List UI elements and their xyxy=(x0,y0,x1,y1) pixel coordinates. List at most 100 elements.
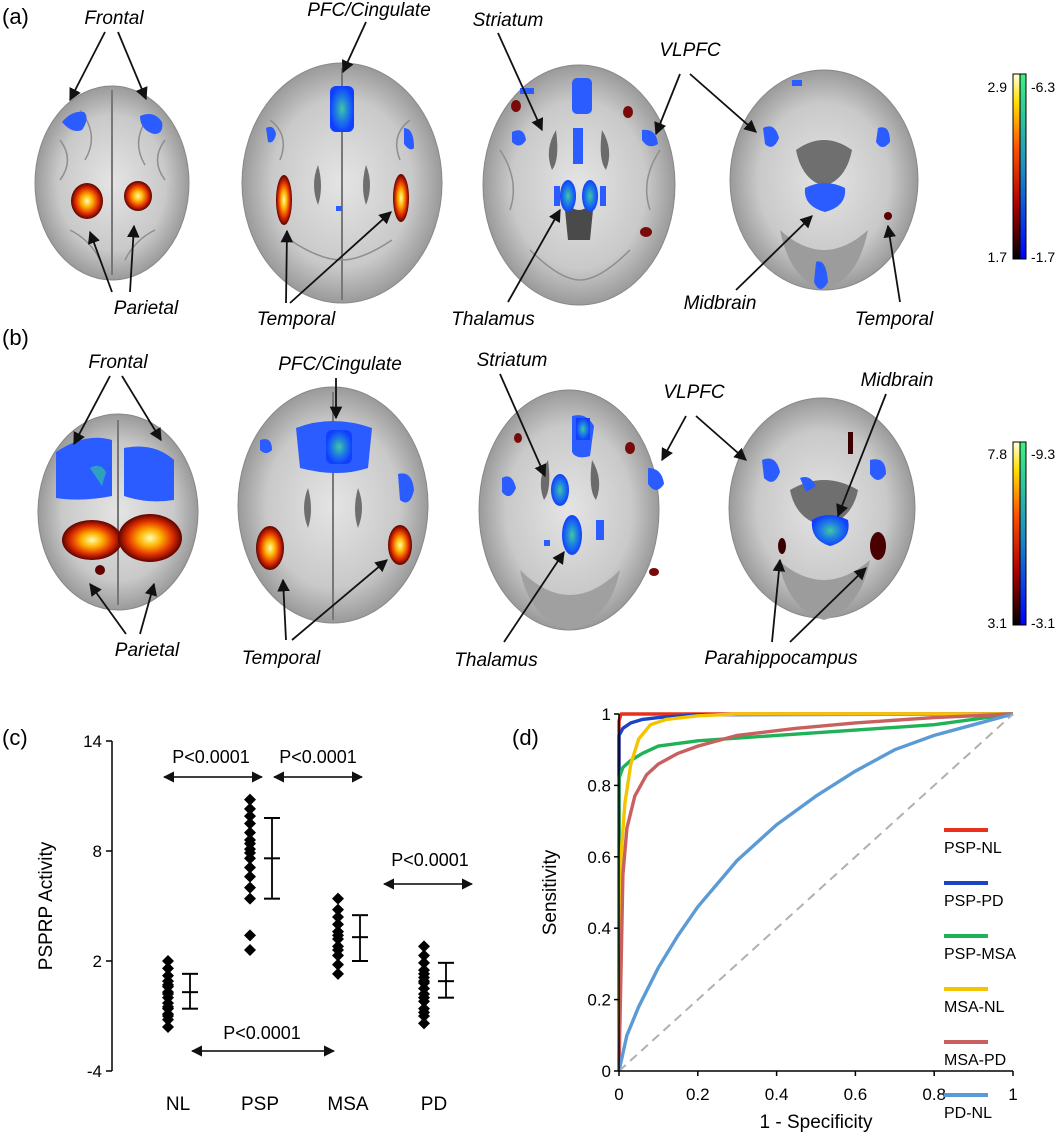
data-point-c xyxy=(244,892,256,905)
legend-label-d: PSP-PD xyxy=(944,893,1004,910)
label-frontal-b: Frontal xyxy=(88,352,148,373)
brain-slice-b1 xyxy=(37,413,199,611)
legend-label-d: PSP-MSA xyxy=(944,946,1016,963)
y-axis-title-c: PSPRP Activity xyxy=(36,841,57,970)
data-point-c xyxy=(332,944,344,956)
brain-row-b: Frontal Parietal PFC/Cingulate Temporal … xyxy=(37,350,934,671)
reference-diagonal-d xyxy=(618,713,1014,1072)
x-tick-label-d: 0.2 xyxy=(686,1085,710,1104)
data-point-c xyxy=(332,967,344,980)
x-tick-label-d: 0 xyxy=(614,1085,623,1104)
data-point-c xyxy=(162,1021,174,1033)
label-pfc-cingulate-a: PFC/Cingulate xyxy=(307,0,431,21)
data-point-c xyxy=(418,949,430,962)
y-tick-label-c: 14 xyxy=(83,732,102,751)
colorbar-a-pos-bottom: 1.7 xyxy=(988,249,1008,265)
data-point-c xyxy=(162,988,174,1000)
data-point-c xyxy=(244,870,256,883)
colorbar-b: 7.8 3.1 -9.3 -3.1 xyxy=(988,441,1055,631)
data-point-c xyxy=(244,944,256,956)
colorbar-a-neg-bottom: -1.7 xyxy=(1031,249,1055,265)
data-point-c xyxy=(244,802,256,815)
x-tick-label-d: 0.4 xyxy=(765,1085,789,1104)
data-point-c xyxy=(244,861,256,874)
x-tick-label-d: 1 xyxy=(1008,1085,1017,1104)
data-point-c xyxy=(332,918,344,931)
data-point-c xyxy=(244,881,256,894)
x-category-label-c: NL xyxy=(166,1094,190,1115)
y-tick-label-c: -4 xyxy=(87,1062,102,1081)
data-point-c xyxy=(162,962,174,975)
x-tick-label-d: 0.8 xyxy=(922,1085,946,1104)
label-temporal-a2: Temporal xyxy=(257,309,336,330)
y-tick-label-d: 0.8 xyxy=(587,776,611,795)
legend-label-d: MSA-PD xyxy=(944,1052,1006,1069)
significance-label-c: P<0.0001 xyxy=(279,747,357,767)
legend-label-d: MSA-NL xyxy=(944,999,1005,1016)
label-striatum-b: Striatum xyxy=(477,350,548,371)
label-midbrain-b: Midbrain xyxy=(861,370,934,391)
colorbar-a-pos-top: 2.9 xyxy=(988,79,1008,95)
data-point-c xyxy=(332,892,344,905)
panel-label-d: (d) xyxy=(512,725,539,750)
data-point-c xyxy=(332,903,344,916)
y-tick-label-c: 8 xyxy=(93,842,102,861)
data-point-c xyxy=(418,975,430,988)
data-point-c xyxy=(418,1017,430,1030)
data-point-c xyxy=(244,837,256,850)
significance-label-c: P<0.0001 xyxy=(391,850,469,870)
brain-slice-a1 xyxy=(34,85,190,281)
brain-slice-a4 xyxy=(729,69,919,291)
label-thalamus-b: Thalamus xyxy=(454,650,538,671)
brain-slice-b3 xyxy=(478,389,664,631)
label-temporal-b2: Temporal xyxy=(242,648,321,669)
data-point-c xyxy=(418,1006,430,1019)
brain-slice-a3 xyxy=(482,64,676,306)
label-midbrain-a: Midbrain xyxy=(684,293,757,314)
data-point-c xyxy=(244,810,256,823)
brain-slice-a2 xyxy=(241,62,443,304)
y-tick-label-d: 1 xyxy=(602,705,611,724)
data-point-c xyxy=(162,969,174,982)
data-point-c xyxy=(244,793,256,806)
data-point-c xyxy=(332,911,344,923)
y-tick-label-d: 0.4 xyxy=(587,919,611,938)
data-point-c xyxy=(162,955,174,967)
chart-c-psprp-activity: -4 2 8 14 PSPRP Activity NL PSP MSA PD P<0.0001 P<… xyxy=(36,732,474,1115)
roc-curve-d xyxy=(617,712,1014,1071)
y-tick-label-d: 0.2 xyxy=(587,991,611,1010)
data-point-c xyxy=(244,826,256,839)
brain-row-a: Frontal Parietal PFC/Cingulate Temporal … xyxy=(34,0,934,330)
panel-label-c: (c) xyxy=(2,725,28,750)
data-point-c xyxy=(244,817,256,830)
label-parietal-b: Parietal xyxy=(115,640,180,661)
roc-curve-d xyxy=(617,712,1014,1072)
data-point-c xyxy=(418,940,430,953)
data-point-c xyxy=(244,929,256,942)
x-axis-title-d: 1 - Specificity xyxy=(760,1112,873,1133)
label-vlpfc-a: VLPFC xyxy=(659,40,721,61)
y-tick-label-d: 0.6 xyxy=(587,848,611,867)
label-pfc-cingulate-b: PFC/Cingulate xyxy=(278,354,402,375)
data-point-c xyxy=(244,846,256,859)
label-striatum-a: Striatum xyxy=(473,10,544,31)
x-category-label-c: PSP xyxy=(241,1094,279,1115)
label-thalamus-a: Thalamus xyxy=(451,309,535,330)
colorbar-a-neg-top: -6.3 xyxy=(1031,79,1055,95)
label-temporal-a4: Temporal xyxy=(855,309,934,330)
data-point-c xyxy=(418,956,430,969)
x-tick-label-d: 0.6 xyxy=(844,1085,868,1104)
panel-label-b: (b) xyxy=(2,325,29,350)
x-category-label-c: MSA xyxy=(327,1094,369,1115)
data-point-c xyxy=(418,967,430,980)
label-vlpfc-b: VLPFC xyxy=(663,382,725,403)
chart-d-roc-curves: 0 0.2 0.4 0.6 0.8 1 0 0.2 0.4 0.6 0.8 1 1 - Specific… xyxy=(540,705,1018,1133)
brain-slice-b2 xyxy=(237,386,429,624)
colorbar-a: 2.9 1.7 -6.3 -1.7 xyxy=(988,73,1055,265)
colorbar-b-pos-top: 7.8 xyxy=(988,446,1008,462)
panel-label-a: (a) xyxy=(2,4,29,29)
legend-label-d: PSP-NL xyxy=(944,840,1002,857)
significance-label-c: P<0.0001 xyxy=(223,1023,301,1043)
brain-slice-b4 xyxy=(728,397,916,620)
